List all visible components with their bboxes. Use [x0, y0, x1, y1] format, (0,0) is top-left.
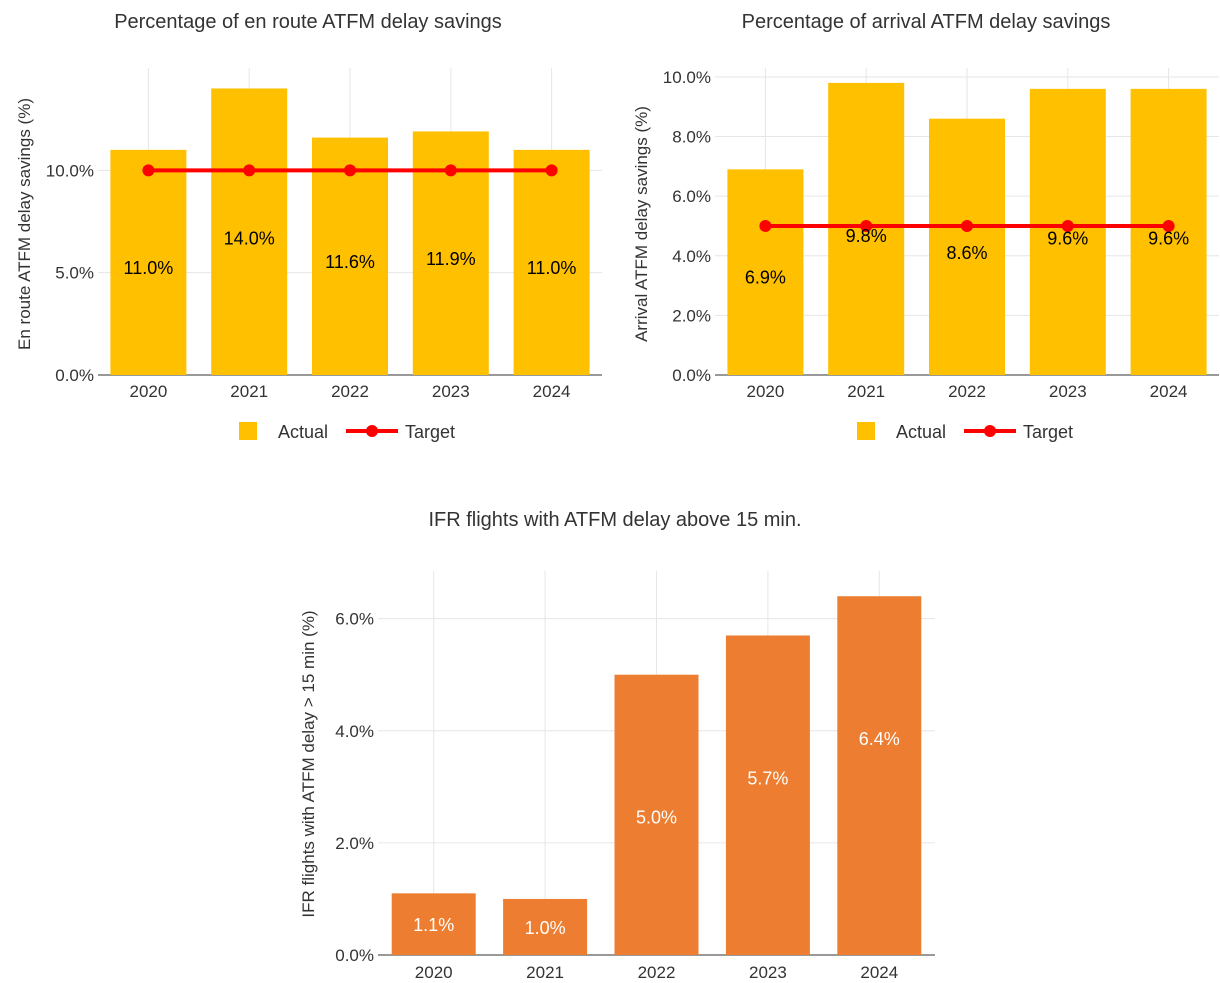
- bar-2024: [513, 149, 590, 375]
- y-tick-label: 0.0%: [55, 366, 94, 385]
- data-label-2022: 8.6%: [946, 243, 987, 263]
- data-label-2023: 11.9%: [426, 249, 476, 269]
- target-marker-2020: [759, 219, 772, 232]
- chart-title: IFR flights with ATFM delay above 15 min…: [428, 509, 801, 531]
- y-axis-title: IFR flights with ATFM delay > 15 min (%): [299, 610, 318, 917]
- data-label-2021: 9.8%: [846, 226, 887, 246]
- x-tick-label: 2022: [948, 382, 986, 401]
- bar-2022: [614, 674, 699, 955]
- x-tick-label: 2023: [749, 963, 787, 982]
- data-label-2021: 1.0%: [525, 918, 566, 938]
- target-marker-2024: [545, 164, 558, 177]
- bar-2022: [312, 137, 388, 375]
- en-route-savings-chart: Percentage of en route ATFM delay saving…: [15, 11, 602, 442]
- legend: Actual Target: [857, 422, 1073, 442]
- bar-2024: [837, 596, 922, 955]
- legend-label-target: Target: [1023, 422, 1073, 442]
- target-marker-2020: [142, 164, 155, 177]
- y-tick-label: 4.0%: [335, 722, 374, 741]
- x-tick-label: 2020: [129, 382, 167, 401]
- data-label-2022: 11.6%: [325, 252, 375, 272]
- data-label-2020: 6.9%: [745, 267, 786, 287]
- x-tick-label: 2023: [1049, 382, 1087, 401]
- x-tick-label: 2021: [526, 963, 564, 982]
- x-tick-label: 2021: [847, 382, 885, 401]
- x-tick-label: 2022: [331, 382, 369, 401]
- data-label-2024: 9.6%: [1148, 229, 1189, 249]
- target-marker-2022: [961, 219, 973, 232]
- y-tick-label: 0.0%: [335, 946, 374, 965]
- legend-label-actual: Actual: [896, 422, 946, 442]
- y-tick-label: 6.0%: [672, 187, 711, 206]
- legend-label-actual: Actual: [278, 422, 328, 442]
- chart-title: Percentage of en route ATFM delay saving…: [114, 11, 502, 33]
- target-marker-2023: [1061, 219, 1074, 232]
- chart-title: Percentage of arrival ATFM delay savings: [742, 11, 1111, 33]
- y-tick-label: 6.0%: [335, 610, 374, 629]
- y-tick-label: 8.0%: [672, 128, 711, 147]
- x-tick-label: 2024: [533, 382, 571, 401]
- data-label-2023: 5.7%: [747, 768, 788, 788]
- target-marker-2023: [444, 164, 457, 177]
- bar-2021: [503, 898, 588, 955]
- y-tick-label: 2.0%: [335, 834, 374, 853]
- bar-2020: [391, 893, 476, 955]
- ifr-delay-chart: IFR flights with ATFM delay above 15 min…: [299, 509, 935, 982]
- data-label-2024: 6.4%: [859, 729, 900, 749]
- x-tick-label: 2020: [746, 382, 784, 401]
- x-tick-label: 2022: [638, 963, 676, 982]
- data-label-2020: 1.1%: [413, 915, 454, 935]
- y-tick-label: 0.0%: [672, 366, 711, 385]
- legend-label-target: Target: [405, 422, 455, 442]
- y-tick-label: 5.0%: [55, 264, 94, 283]
- target-marker-2022: [344, 164, 356, 177]
- bar-2020: [727, 169, 804, 375]
- arrival-savings-chart: Percentage of arrival ATFM delay savings…: [632, 11, 1219, 442]
- bar-2020: [110, 149, 187, 375]
- data-label-2021: 14.0%: [224, 228, 275, 248]
- legend-marker-target: [984, 425, 996, 437]
- legend-swatch-actual: [857, 422, 875, 440]
- x-tick-label: 2024: [1150, 382, 1188, 401]
- data-label-2020: 11.0%: [124, 258, 174, 278]
- x-tick-label: 2020: [415, 963, 453, 982]
- data-label-2023: 9.6%: [1047, 229, 1088, 249]
- legend-swatch-actual: [239, 422, 257, 440]
- data-label-2024: 11.0%: [527, 258, 577, 278]
- target-marker-2021: [243, 164, 256, 177]
- legend: Actual Target: [239, 422, 455, 442]
- y-tick-label: 10.0%: [46, 161, 94, 180]
- x-tick-label: 2021: [230, 382, 268, 401]
- bar-2022: [929, 118, 1005, 375]
- y-tick-label: 2.0%: [672, 306, 711, 325]
- target-marker-2021: [860, 219, 873, 232]
- y-tick-label: 10.0%: [663, 68, 711, 87]
- legend-marker-target: [366, 425, 378, 437]
- data-label-2022: 5.0%: [636, 808, 677, 828]
- y-axis-title: En route ATFM delay savings (%): [15, 98, 34, 350]
- x-tick-label: 2024: [860, 963, 898, 982]
- y-tick-label: 4.0%: [672, 247, 711, 266]
- bar-2021: [211, 88, 288, 375]
- y-axis-title: Arrival ATFM delay savings (%): [632, 106, 651, 342]
- x-tick-label: 2023: [432, 382, 470, 401]
- bar-2023: [725, 635, 810, 955]
- target-marker-2024: [1162, 219, 1175, 232]
